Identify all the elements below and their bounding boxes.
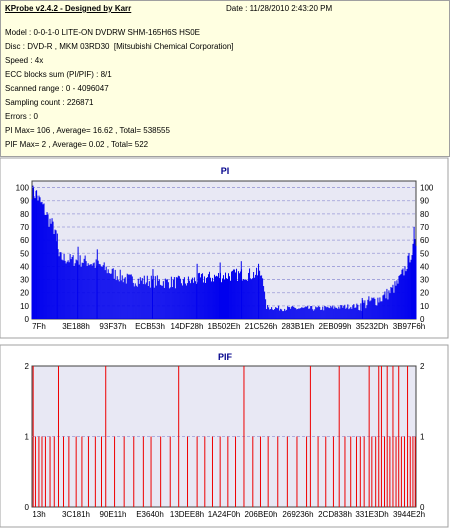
pif-x-tick-label: 3944E2h [393,510,425,519]
pi-y-tick-label-left: 20 [20,289,29,298]
pi-y-tick-label-left: 30 [20,276,29,285]
pif-x-tick-label: 269236h [282,510,313,519]
pif-x-tick-label: 3C181h [62,510,90,519]
pi-y-tick-label-right: 70 [420,223,429,232]
sampling-count: Sampling count : 226871 [5,98,94,107]
pi-y-tick-label-left: 80 [20,210,29,219]
pif-summary: PIF Max= 2 , Average= 0.02 , Total= 522 [5,140,149,149]
pif-x-tick-label: 1A24F0h [208,510,240,519]
pi-y-tick-label-left: 100 [16,184,30,193]
pi-x-tick-label: 93F37h [99,322,126,331]
pi-x-tick-label: ECB53h [135,322,165,331]
pif-y-tick-label-left: 2 [25,362,30,371]
pif-x-axis: 13h 3C181h 90E11h E3640h 13DEE8h 1A24F0h 206BE… [32,510,425,519]
pi-y-tick-label-left: 50 [20,249,29,258]
pi-x-tick-label: 2EB099h [319,322,352,331]
pi-y-tick-label-left: 60 [20,236,29,245]
pif-y-tick-label-left: 1 [25,433,30,442]
pif-x-tick-label: 2CD838h [318,510,352,519]
pi-y-tick-label-right: 20 [420,289,429,298]
pif-x-tick-label: 206BE0h [245,510,278,519]
pif-y-axis-right: 0 1 2 [420,362,425,512]
pi-series [31,185,417,319]
pif-y-tick-label-right: 0 [420,503,425,512]
pif-y-tick-label-right: 2 [420,362,425,371]
pi-y-tick-label-right: 10 [420,302,429,311]
pi-x-tick-label: 35232Dh [356,322,388,331]
pi-y-tick-label-right: 80 [420,210,429,219]
pi-y-tick-label-right: 60 [420,236,429,245]
pif-x-tick-label: 13DEE8h [170,510,204,519]
pi-y-tick-label-right: 100 [420,184,434,193]
scan-speed: Speed : 4x [5,56,44,65]
drive-model: Model : 0-0-1-0 LITE-ON DVDRW SHM-165H6S… [5,28,201,37]
pi-x-tick-label: 14DF28h [171,322,204,331]
pi-y-tick-label-left: 0 [25,315,30,324]
pi-y-tick-label-right: 90 [420,197,429,206]
pi-y-tick-label-left: 40 [20,262,29,271]
error-count: Errors : 0 [5,112,38,121]
scanned-range: Scanned range : 0 - 4096047 [5,84,109,93]
pif-chart-title: PIF [218,352,233,362]
pi-x-tick-label: 283B1Eh [282,322,315,331]
pif-series [32,366,416,507]
pi-y-tick-label-left: 70 [20,223,29,232]
pif-y-tick-label-left: 0 [25,503,30,512]
ecc-blocks: ECC blocks sum (PI/PIF) : 8/1 [5,70,112,79]
disc-info: Disc : DVD-R , MKM 03RD30 [Mitsubishi Ch… [5,42,234,51]
pi-x-tick-label: 1B502Eh [208,322,241,331]
pi-y-axis-left: 0 10 20 30 40 50 60 70 80 90 100 [16,184,30,324]
pi-y-tick-label-right: 40 [420,262,429,271]
info-panel: KProbe v2.4.2 - Designed by Karr Date : … [0,0,450,157]
pi-x-axis: 7Fh 3E188h 93F37h ECB53h 14DF28h 1B502Eh 21C52… [32,322,425,331]
pif-y-tick-label-right: 1 [420,433,425,442]
pi-y-tick-label-right: 0 [420,315,425,324]
pi-y-tick-label-right: 30 [420,276,429,285]
app-title: KProbe v2.4.2 - Designed by Karr [5,4,132,13]
pi-x-tick-label: 7Fh [32,322,46,331]
pif-x-tick-label: 90E11h [100,510,127,519]
scan-date: Date : 11/28/2010 2:43:20 PM [226,4,333,13]
pi-y-tick-label-right: 50 [420,249,429,258]
pi-grid [32,187,416,307]
pif-x-tick-label: 13h [32,510,45,519]
pi-y-tick-label-left: 10 [20,302,29,311]
pif-x-tick-label: E3640h [136,510,164,519]
pi-y-tick-label-left: 90 [20,197,29,206]
pi-x-tick-label: 21C526h [245,322,277,331]
pif-x-tick-label: 331E3Dh [355,510,388,519]
pif-y-axis-left: 0 1 2 [25,362,30,512]
pi-x-tick-label: 3B97F6h [393,322,425,331]
pi-summary: PI Max= 106 , Average= 16.62 , Total= 53… [5,126,170,135]
pi-y-axis-right: 0 10 20 30 40 50 60 70 80 90 100 [420,184,434,324]
pi-x-tick-label: 3E188h [62,322,90,331]
pi-chart-title: PI [221,166,230,176]
